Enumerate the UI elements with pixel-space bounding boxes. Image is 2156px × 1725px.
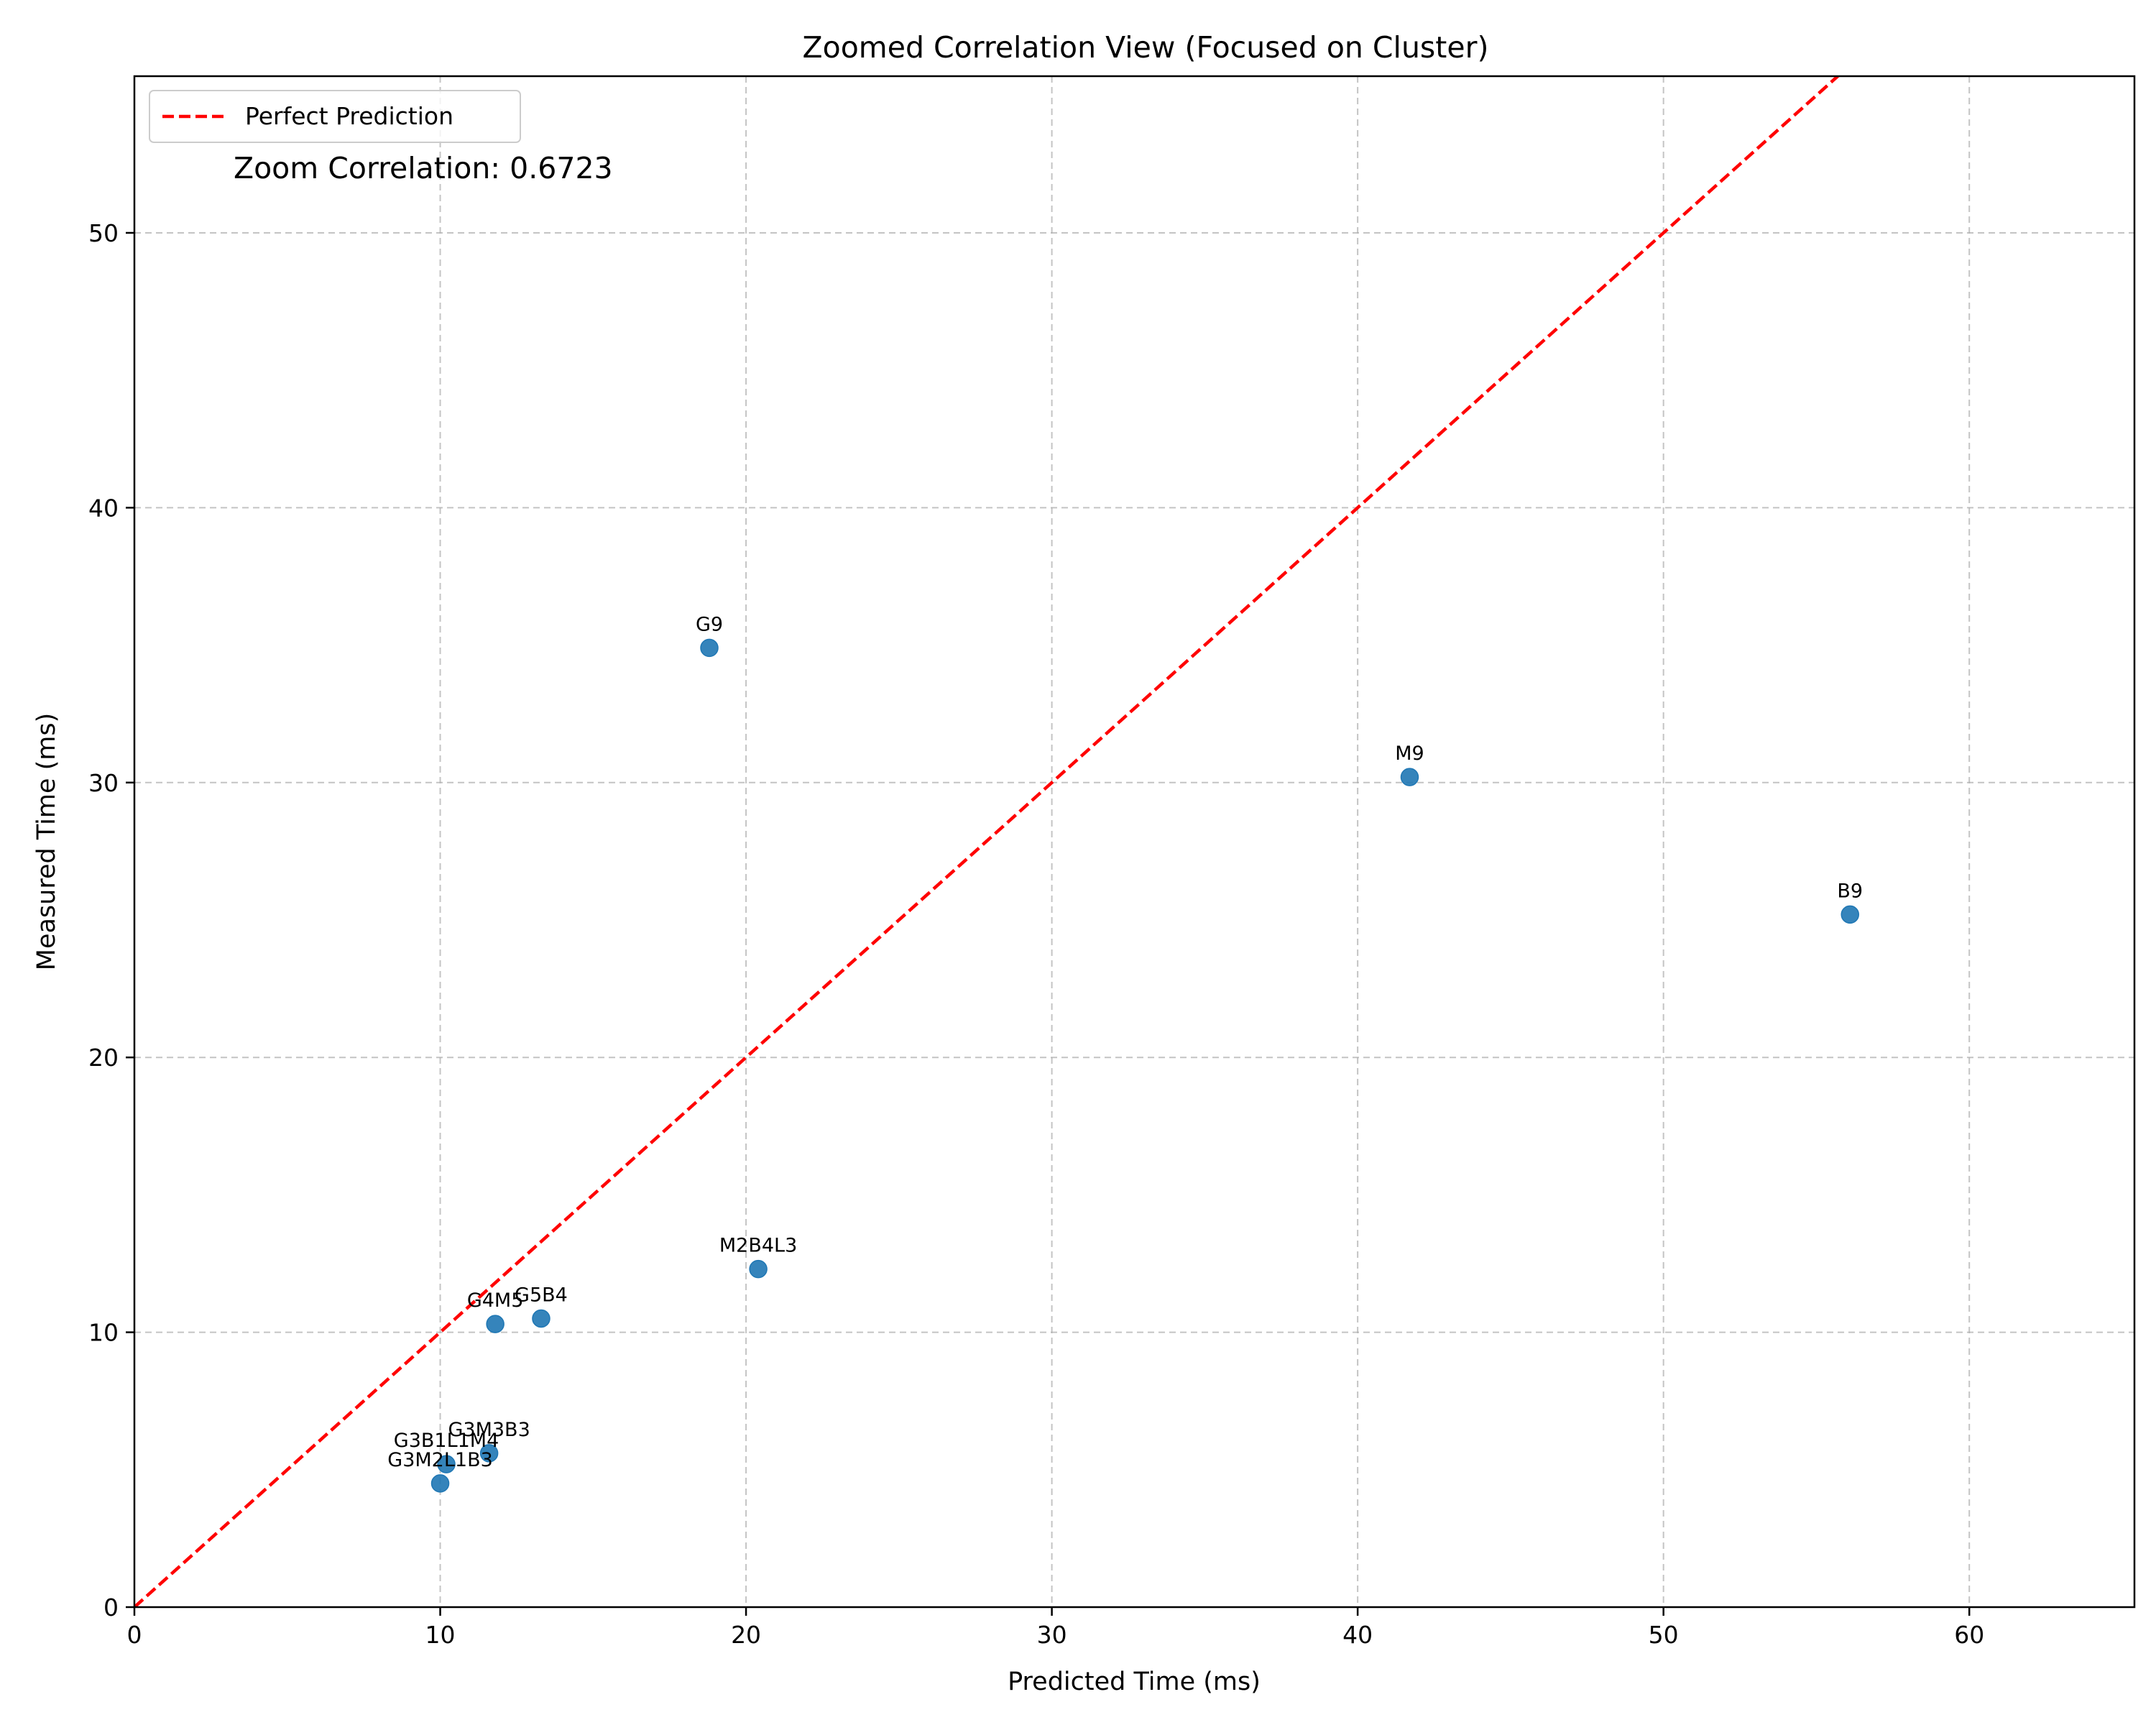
legend-box <box>149 90 521 143</box>
x-tick-label: 50 <box>1649 1621 1679 1649</box>
x-axis-label: Predicted Time (ms) <box>1008 1668 1261 1696</box>
y-tick-label: 20 <box>88 1044 119 1072</box>
point-label: M2B4L3 <box>719 1235 797 1257</box>
x-tick-label: 0 <box>127 1621 142 1649</box>
data-point <box>749 1259 768 1279</box>
x-tick-label: 40 <box>1342 1621 1373 1649</box>
x-tick-label: 20 <box>731 1621 761 1649</box>
x-tick-label: 10 <box>425 1621 456 1649</box>
data-point <box>430 1474 450 1493</box>
y-tick-label: 50 <box>88 219 119 247</box>
data-point <box>479 1444 499 1463</box>
point-label: G3B1L1M4 <box>394 1430 499 1452</box>
zoom-correlation-annotation: Zoom Correlation: 0.6723 <box>234 151 613 185</box>
point-label: G3M3B3 <box>448 1419 530 1441</box>
point-label: G4M5 <box>467 1289 524 1312</box>
y-axis-label: Measured Time (ms) <box>32 713 61 971</box>
y-tick-label: 40 <box>88 494 119 522</box>
point-label: G9 <box>696 613 723 635</box>
reference-line-layer <box>134 76 1841 1607</box>
legend: Perfect Prediction <box>149 90 521 143</box>
data-point <box>1841 905 1860 924</box>
y-tick-label: 30 <box>88 769 119 797</box>
grid <box>134 76 2134 1608</box>
x-tick-label: 30 <box>1037 1621 1067 1649</box>
x-tick-label: 60 <box>1954 1621 1984 1649</box>
point-label: M9 <box>1395 742 1424 765</box>
legend-entry-perfect-prediction: Perfect Prediction <box>245 102 453 130</box>
data-point <box>437 1455 456 1473</box>
chart-title: Zoomed Correlation View (Focused on Clus… <box>803 30 1489 65</box>
point-label: G3M2L1B3 <box>387 1449 493 1471</box>
plot-frame <box>133 75 2136 1609</box>
data-point <box>486 1315 505 1333</box>
axis-ticks: 0 10 20 30 40 50 60 0 10 20 30 40 50 <box>88 219 1984 1649</box>
data-point <box>700 638 719 658</box>
perfect-prediction-line <box>134 76 1841 1607</box>
point-label: B9 <box>1837 880 1863 902</box>
data-points <box>430 638 1860 1493</box>
point-label: G5B4 <box>515 1284 568 1306</box>
y-tick-label: 10 <box>88 1319 119 1347</box>
data-point <box>532 1309 550 1328</box>
y-tick-label: 0 <box>103 1593 119 1622</box>
data-point <box>1400 768 1419 786</box>
